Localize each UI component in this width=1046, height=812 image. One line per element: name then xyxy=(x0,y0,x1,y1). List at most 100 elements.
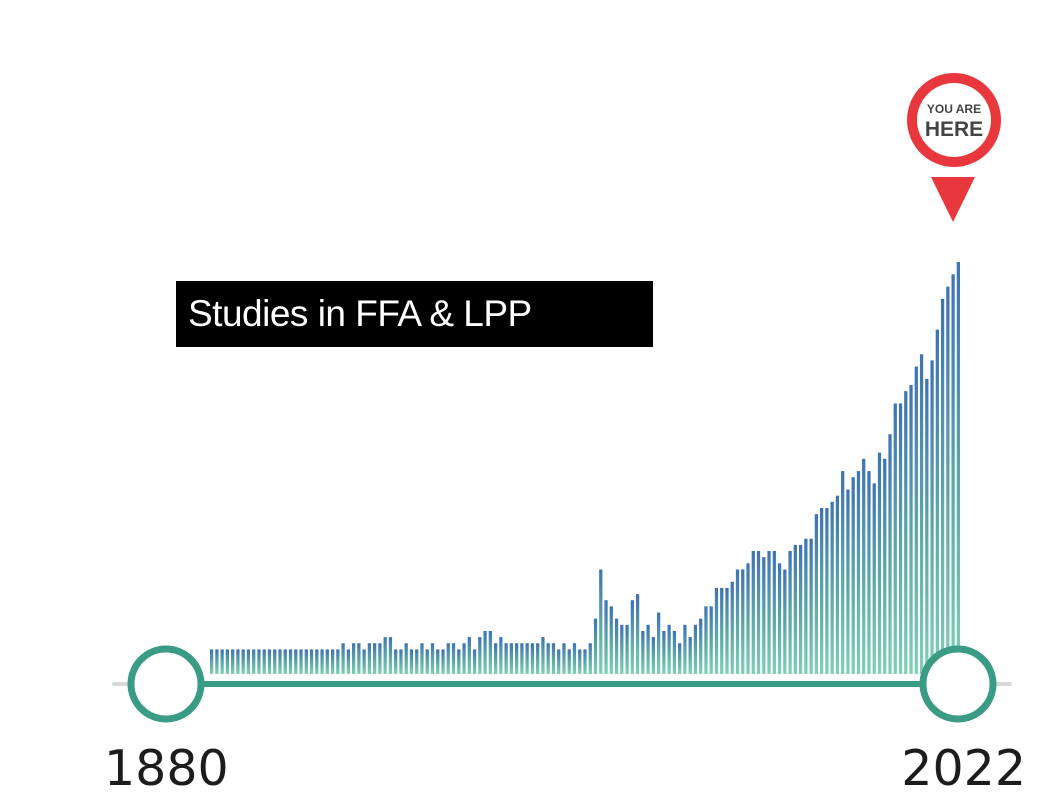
bar-1884 xyxy=(231,649,235,674)
bar-2000 xyxy=(841,471,845,674)
chart-title-box: Studies in FFA & LPP xyxy=(176,281,653,347)
bar-1960 xyxy=(630,600,634,674)
bar-1969 xyxy=(678,643,682,674)
you-are-here-pin: YOU ARE HERE xyxy=(907,73,1001,222)
bar-1962 xyxy=(641,630,645,674)
range-start-handle[interactable] xyxy=(127,645,205,723)
bar-2008 xyxy=(883,458,887,674)
bar-1897 xyxy=(299,649,303,674)
bar-1927 xyxy=(457,649,461,674)
bar-1940 xyxy=(525,643,529,674)
bar-1931 xyxy=(478,637,482,674)
range-end-handle[interactable] xyxy=(919,645,997,723)
bar-1944 xyxy=(546,643,550,674)
bar-2014 xyxy=(914,366,918,674)
bar-1895 xyxy=(288,649,293,674)
bar-1982 xyxy=(746,563,750,674)
bar-1980 xyxy=(735,569,740,674)
pin-text-bottom: HERE xyxy=(925,118,983,141)
bar-1986 xyxy=(767,551,771,674)
bar-1929 xyxy=(467,637,471,674)
bar-1983 xyxy=(751,551,755,674)
bar-1894 xyxy=(283,649,287,674)
bar-1881 xyxy=(215,649,219,674)
bar-1917 xyxy=(404,643,408,674)
bar-1932 xyxy=(483,630,487,674)
bar-1909 xyxy=(362,649,366,674)
bar-1942 xyxy=(536,643,540,674)
bar-1999 xyxy=(835,495,840,674)
bar-1973 xyxy=(699,618,703,674)
bar-2013 xyxy=(909,384,913,674)
bar-1923 xyxy=(436,649,440,674)
bar-1899 xyxy=(309,649,314,674)
bar-2020 xyxy=(946,286,950,674)
bar-1946 xyxy=(557,649,561,674)
bar-1902 xyxy=(325,649,329,674)
bar-1945 xyxy=(551,643,556,674)
bar-1922 xyxy=(430,643,435,674)
bar-1934 xyxy=(493,643,498,674)
bar-1956 xyxy=(609,606,613,674)
bar-1975 xyxy=(709,606,713,674)
bar-1913 xyxy=(383,637,387,674)
bar-1967 xyxy=(667,624,671,674)
bar-2021 xyxy=(951,274,955,674)
bar-1891 xyxy=(267,649,272,674)
bar-2015 xyxy=(919,354,924,674)
bar-1978 xyxy=(725,587,729,674)
bar-1933 xyxy=(488,630,492,674)
bar-1936 xyxy=(504,643,508,674)
bar-1907 xyxy=(351,643,356,674)
bar-1911 xyxy=(373,643,377,674)
bar-1963 xyxy=(646,624,650,674)
bar-1928 xyxy=(462,643,466,674)
bar-1954 xyxy=(599,569,603,674)
bar-1988 xyxy=(777,563,782,674)
bar-1898 xyxy=(304,649,308,674)
bar-1919 xyxy=(415,649,419,674)
bar-1961 xyxy=(635,594,640,674)
bar-1948 xyxy=(567,649,571,674)
bar-1905 xyxy=(341,643,345,674)
bar-2006 xyxy=(872,483,876,674)
bar-2009 xyxy=(888,434,892,674)
bar-2002 xyxy=(851,477,855,674)
bar-1971 xyxy=(688,637,692,674)
bar-1985 xyxy=(762,557,766,674)
bar-1997 xyxy=(825,507,829,674)
bar-1900 xyxy=(315,649,319,674)
bar-2005 xyxy=(867,471,871,674)
bar-1951 xyxy=(583,649,587,674)
bar-1995 xyxy=(814,514,819,674)
bar-2019 xyxy=(940,298,945,674)
bar-1970 xyxy=(683,624,687,674)
bar-1939 xyxy=(520,643,524,674)
bar-1992 xyxy=(798,544,803,674)
bar-1976 xyxy=(714,587,719,674)
bar-1910 xyxy=(367,643,372,674)
bar-1937 xyxy=(509,643,514,674)
bar-1964 xyxy=(651,637,655,674)
bar-1938 xyxy=(515,643,519,674)
bar-1889 xyxy=(257,649,261,674)
bar-1935 xyxy=(499,637,503,674)
bar-1968 xyxy=(672,630,677,674)
bar-1953 xyxy=(593,618,598,674)
bar-1890 xyxy=(262,649,266,674)
bar-1957 xyxy=(614,618,619,674)
bar-1914 xyxy=(388,637,393,674)
bars-group xyxy=(210,262,960,674)
pin-text-top: YOU ARE xyxy=(927,102,981,116)
bar-1994 xyxy=(809,538,813,674)
bar-1886 xyxy=(241,649,245,674)
bar-1924 xyxy=(441,649,445,674)
bar-2016 xyxy=(925,378,929,674)
bar-1955 xyxy=(604,600,608,674)
bar-1925 xyxy=(446,643,450,674)
chart-title: Studies in FFA & LPP xyxy=(188,293,532,334)
bar-1987 xyxy=(772,551,776,674)
bar-1959 xyxy=(625,624,629,674)
bar-1972 xyxy=(693,624,698,674)
